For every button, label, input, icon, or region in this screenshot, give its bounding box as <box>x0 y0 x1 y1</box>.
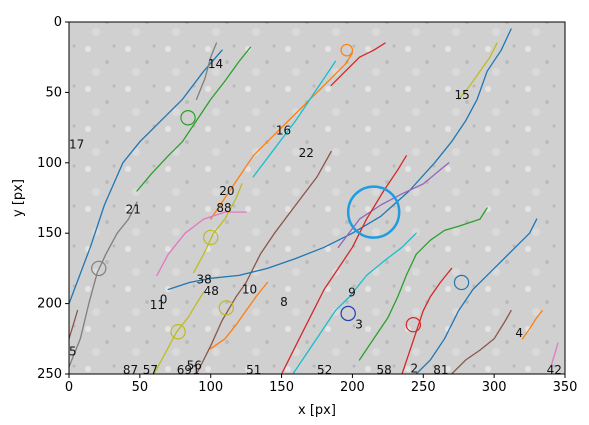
track-id-label-5: 20 <box>219 184 234 198</box>
y-axis-label: y [px] <box>11 179 26 217</box>
y-tick-label-0: 0 <box>54 15 62 30</box>
track-id-label-19: 87 <box>123 363 138 377</box>
track-id-label-23: 51 <box>246 363 261 377</box>
track-id-label-22: 1 <box>192 363 200 377</box>
track-id-label-15: 3 <box>355 318 363 332</box>
track-id-label-11: 8 <box>280 295 288 309</box>
image-background <box>69 22 565 374</box>
x-axis-ticks: 0 50 100 150 200 250 300 350 <box>65 374 578 395</box>
x-axis-label: x [px] <box>298 403 336 418</box>
track-id-label-27: 81 <box>433 363 448 377</box>
y-axis-ticks: 0 50 100 150 200 250 <box>37 15 69 382</box>
track-id-label-20: 57 <box>143 363 158 377</box>
track-id-label-9: 48 <box>204 284 219 298</box>
track-id-label-16: 4 <box>515 326 523 340</box>
track-id-label-14: 11 <box>150 298 165 312</box>
track-id-label-3: 16 <box>276 123 291 137</box>
track-id-label-28: 42 <box>547 363 562 377</box>
x-tick-label-7: 350 <box>553 380 578 395</box>
track-id-label-7: 21 <box>126 202 141 216</box>
track-id-label-2: 17 <box>69 137 84 151</box>
track-id-label-12: 9 <box>348 285 356 299</box>
x-tick-label-1: 50 <box>132 380 149 395</box>
track-id-label-6: 88 <box>216 201 231 215</box>
y-tick-label-1: 50 <box>45 85 62 100</box>
track-id-label-25: 58 <box>377 363 392 377</box>
track-id-label-10: 10 <box>242 283 257 297</box>
x-tick-label-6: 300 <box>482 380 507 395</box>
track-id-label-21: 69 <box>177 363 192 377</box>
x-tick-label-2: 100 <box>198 380 223 395</box>
track-id-label-17: 5 <box>69 344 77 358</box>
x-tick-label-5: 250 <box>411 380 436 395</box>
track-id-label-4: 22 <box>299 146 314 160</box>
x-tick-label-0: 0 <box>65 380 73 395</box>
y-tick-label-4: 200 <box>37 297 62 312</box>
y-tick-label-3: 150 <box>37 226 62 241</box>
track-id-label-24: 52 <box>317 363 332 377</box>
x-tick-label-4: 200 <box>340 380 365 395</box>
y-tick-label-2: 100 <box>37 156 62 171</box>
x-tick-label-3: 150 <box>269 380 294 395</box>
y-tick-label-5: 250 <box>37 367 62 382</box>
track-id-label-1: 15 <box>454 88 469 102</box>
track-id-label-0: 14 <box>208 57 223 71</box>
track-id-label-26: 2 <box>411 361 419 375</box>
